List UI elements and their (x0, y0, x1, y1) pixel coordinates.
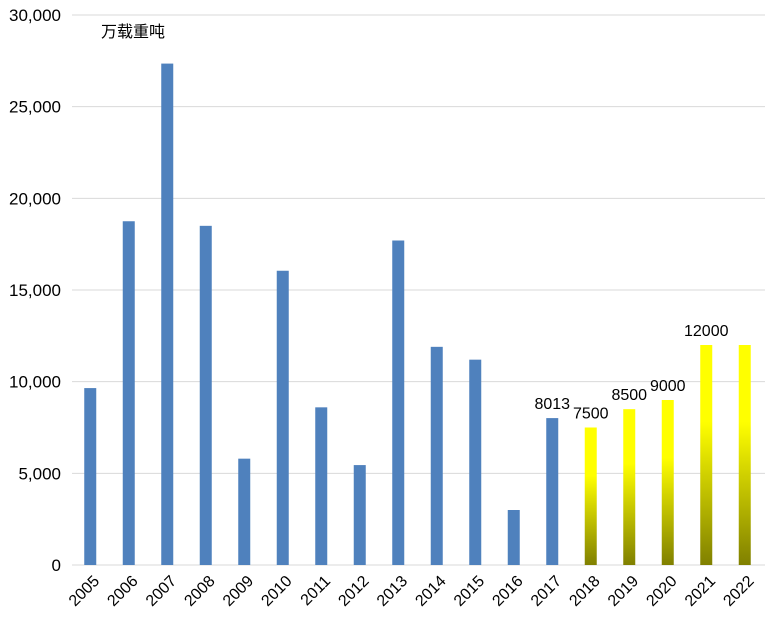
bar-2007 (161, 63, 174, 565)
x-tick-label: 2008 (181, 573, 218, 610)
unit-label: 万载重吨 (101, 22, 165, 41)
data-label: 9000 (650, 378, 686, 395)
x-tick-label: 2017 (528, 573, 565, 610)
x-tick-label: 2009 (220, 573, 257, 610)
x-tick-label: 2020 (643, 573, 680, 610)
x-tick-label: 2007 (143, 573, 180, 610)
y-tick-label: 20,000 (9, 189, 61, 208)
bar-2010 (276, 270, 289, 565)
data-label: 8500 (611, 387, 647, 404)
x-tick-label: 2013 (374, 573, 411, 610)
x-tick-label: 2011 (298, 573, 334, 609)
y-tick-label: 10,000 (9, 373, 61, 392)
bar-2013 (392, 240, 405, 565)
gridlines (72, 14, 765, 566)
bar-2021 (700, 345, 713, 565)
bar-2018 (584, 427, 597, 565)
x-tick-label: 2014 (412, 573, 449, 610)
y-axis: 0 5,000 10,000 15,000 20,000 25,000 30,000 (9, 6, 61, 575)
bar-2022 (738, 345, 751, 565)
bar-2017 (546, 418, 559, 565)
bar-2005 (84, 388, 97, 565)
x-tick-label: 2022 (720, 573, 757, 610)
bar-2020 (661, 400, 674, 565)
x-tick-label: 2021 (682, 573, 719, 610)
x-tick-label: 2015 (451, 573, 488, 610)
bars (84, 63, 751, 566)
x-tick-label: 2018 (566, 573, 603, 610)
x-tick-label: 2006 (104, 573, 141, 610)
bar-2011 (315, 407, 328, 565)
y-tick-label: 5,000 (18, 464, 61, 483)
bar-2009 (238, 458, 251, 565)
bar-2006 (122, 221, 135, 565)
x-tick-label: 2019 (605, 573, 642, 610)
data-label: 7500 (573, 406, 609, 423)
y-tick-label: 25,000 (9, 98, 61, 117)
x-axis: 2005 2006 2007 2008 2009 2010 2011 2012 2013 2014… (66, 573, 758, 610)
bar-2016 (507, 510, 520, 565)
x-tick-label: 2012 (335, 573, 372, 610)
bar-2015 (469, 359, 482, 565)
y-tick-label: 15,000 (9, 281, 61, 300)
y-tick-label: 30,000 (9, 6, 61, 25)
x-tick-label: 2016 (489, 573, 526, 610)
bar-2014 (430, 346, 443, 565)
x-tick-label: 2005 (66, 573, 103, 610)
bar-2012 (353, 465, 366, 565)
data-label: 12000 (684, 323, 729, 340)
y-tick-label: 0 (52, 556, 61, 575)
bar-2019 (623, 409, 636, 565)
data-label: 8013 (534, 396, 570, 413)
bar-2008 (199, 225, 212, 566)
x-tick-label: 2010 (258, 573, 295, 610)
